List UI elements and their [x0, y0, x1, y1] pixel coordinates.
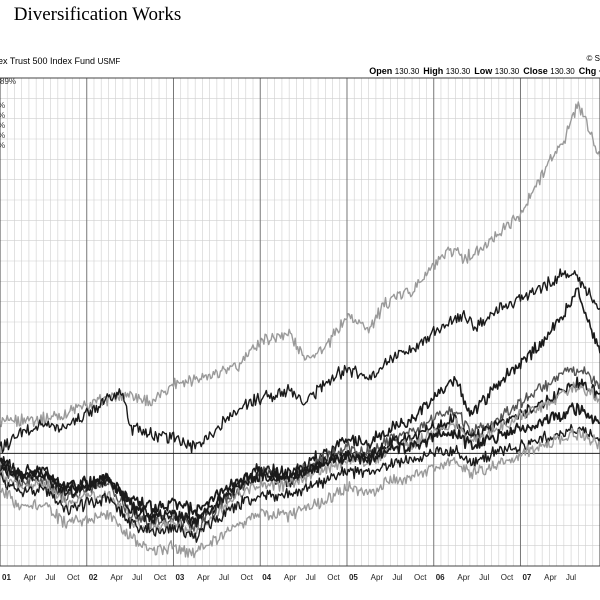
left-percent-label: % [0, 121, 5, 130]
high-value: 130.30 [445, 67, 471, 76]
x-tick-label: Jul [132, 573, 142, 582]
x-tick-label: Jul [45, 573, 55, 582]
fund-symbol: USMF [97, 57, 121, 66]
x-tick-label: Jul [306, 573, 316, 582]
low-label: Low [474, 66, 493, 76]
x-tick-label: 06 [436, 573, 445, 582]
x-tick-label: Apr [544, 573, 557, 582]
series-line-4 [0, 366, 600, 532]
x-tick-label: Apr [284, 573, 297, 582]
left-percent-label: % [0, 101, 5, 110]
x-tick-label: Apr [24, 573, 37, 582]
close-label: Close [523, 66, 548, 76]
x-tick-label: 01 [2, 573, 11, 582]
copyright-mark: © S [586, 54, 600, 63]
left-percent-label: % [0, 141, 5, 150]
figure-title: 3 Diversification Works [0, 4, 182, 26]
chg-label: Chg + [578, 66, 600, 76]
x-tick-label: Oct [67, 573, 80, 582]
chart-header: ex Trust 500 Index Fund USMF [0, 56, 120, 66]
open-label: Open [369, 66, 393, 76]
series-line-9 [0, 427, 600, 559]
figure-title-text: Diversification Works [13, 4, 182, 25]
x-tick-label: Apr [110, 573, 123, 582]
series-line-2 [0, 268, 600, 454]
axis-labels: 01 Apr Jul Oct 02 Apr Jul Oct 03 Apr Jul Oct 04 Apr Ju… [0, 77, 576, 582]
series-group [0, 101, 600, 559]
x-tick-label: Apr [197, 573, 210, 582]
x-tick-label: Jul [392, 573, 402, 582]
x-tick-label: 02 [89, 573, 98, 582]
series-line-7 [0, 402, 600, 517]
x-tick-label: 04 [262, 573, 271, 582]
x-tick-label: Oct [501, 573, 514, 582]
x-tick-label: 07 [522, 573, 531, 582]
x-tick-label: Jul [566, 573, 576, 582]
left-percent-label: % [0, 111, 5, 120]
open-value: 130.30 [394, 67, 420, 76]
high-label: High [423, 66, 444, 76]
x-tick-label: Jul [219, 573, 229, 582]
x-tick-label: 05 [349, 573, 358, 582]
series-line-1 [0, 101, 600, 428]
x-tick-label: 03 [175, 573, 184, 582]
x-tick-label: Oct [154, 573, 167, 582]
x-tick-label: Apr [371, 573, 384, 582]
x-tick-label: Oct [414, 573, 427, 582]
ohlc-bar: Open 130.30 High 130.30 Low 130.30 Close 13… [369, 66, 600, 76]
top-percent-label: 89% [0, 77, 16, 86]
close-value: 130.30 [550, 67, 575, 76]
series-line-8 [0, 423, 600, 543]
x-tick-label: Jul [479, 573, 489, 582]
x-tick-label: Oct [241, 573, 254, 582]
left-percent-label: % [0, 131, 5, 140]
low-value: 130.30 [494, 67, 520, 76]
plot-border [0, 77, 600, 567]
x-tick-label: Oct [327, 573, 340, 582]
x-tick-label: Apr [457, 573, 470, 582]
fund-name: ex Trust 500 Index Fund [0, 56, 96, 66]
